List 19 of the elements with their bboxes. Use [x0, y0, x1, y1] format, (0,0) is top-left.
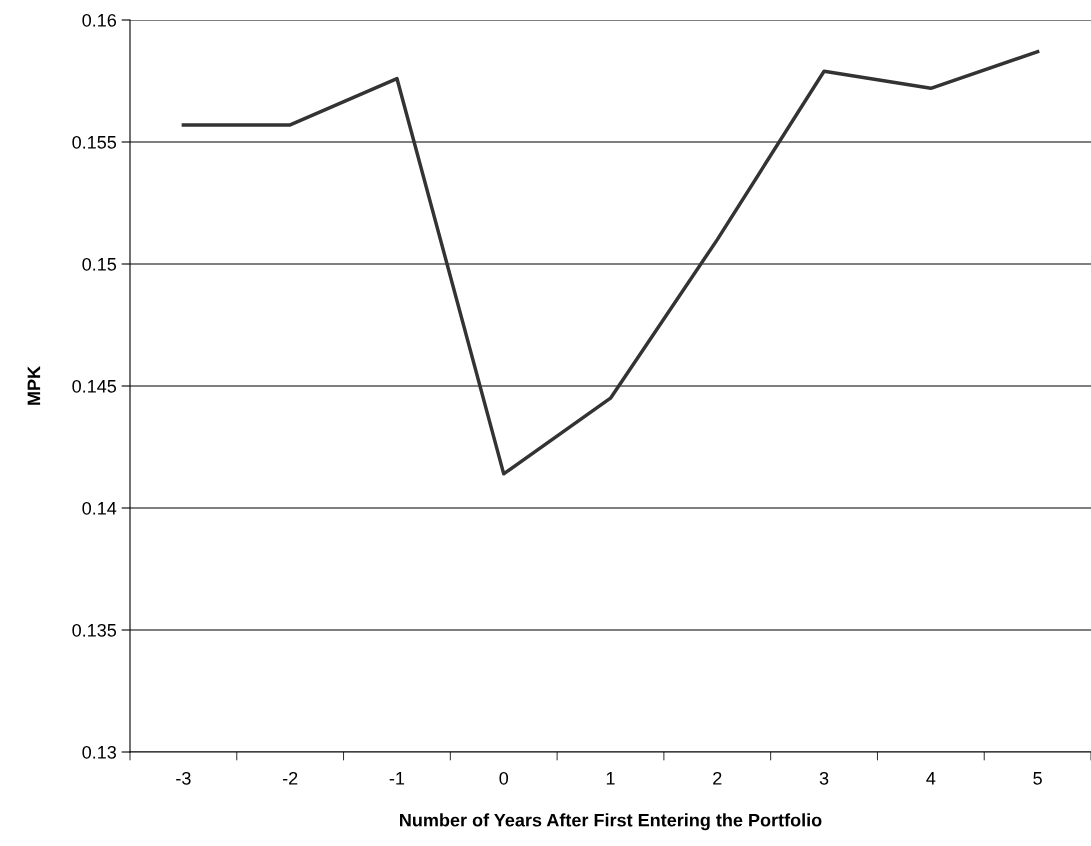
x-tick-label: -2 [282, 771, 298, 785]
y-tick-label: 0.155 [72, 135, 117, 149]
x-tick-label: 1 [606, 772, 615, 785]
line-series [181, 49, 1040, 476]
y-tick-label: 0.145 [72, 379, 117, 393]
x-axis-title: Number of Years After First Entering the Portfolio [400, 813, 822, 831]
y-tick-label: 0.16 [82, 13, 117, 27]
x-tick-label: -1 [389, 772, 405, 785]
x-tick-label: 5 [1033, 772, 1042, 785]
x-tick-label: 3 [819, 771, 829, 785]
x-tick-label: -3 [176, 771, 191, 785]
y-axis-title: MPK [27, 366, 41, 405]
y-tick-label: 0.15 [82, 257, 117, 271]
y-tick-label: 0.14 [82, 501, 117, 515]
y-tick-label: 0.135 [72, 623, 117, 637]
x-tick-label: 0 [499, 771, 509, 785]
y-tick-label: 0.13 [82, 745, 117, 759]
x-tick-label: 2 [713, 771, 722, 785]
x-tick-label: 4 [926, 772, 936, 785]
